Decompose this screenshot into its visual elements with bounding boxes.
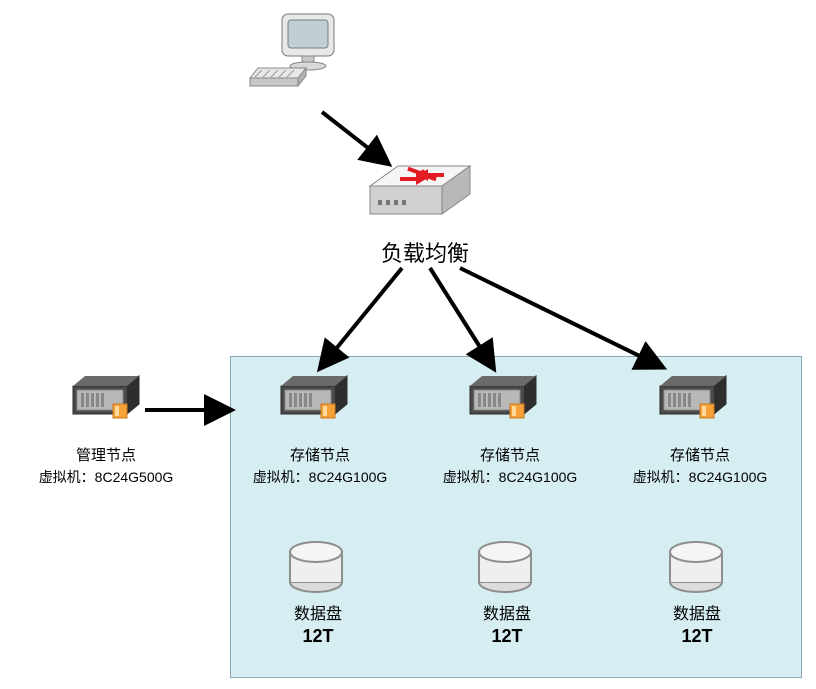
storage-server-icon-3	[660, 376, 726, 418]
disk-title: 数据盘	[652, 600, 742, 624]
disk-icon-3	[670, 542, 722, 592]
disk-size: 12T	[273, 626, 363, 647]
arrow-lb-to-node3	[460, 268, 660, 366]
disk-label-3: 数据盘 12T	[652, 600, 742, 647]
mgmt-sub: 虚拟机：8C24G500G	[26, 467, 186, 487]
storage-label-1: 存储节点 虚拟机：8C24G100G	[238, 444, 402, 487]
diagram-svg	[0, 0, 816, 689]
disk-size: 12T	[462, 626, 552, 647]
arrow-lb-to-node1	[322, 268, 402, 366]
disk-title: 数据盘	[462, 600, 552, 624]
mgmt-title: 管理节点	[26, 444, 186, 465]
storage-title: 存储节点	[238, 444, 402, 465]
storage-server-icon-1	[281, 376, 347, 418]
storage-server-icon-2	[470, 376, 536, 418]
lb-label: 负载均衡	[365, 236, 485, 268]
disk-label-2: 数据盘 12T	[462, 600, 552, 647]
disk-size: 12T	[652, 626, 742, 647]
switch-icon	[370, 164, 470, 214]
storage-title: 存储节点	[618, 444, 782, 465]
storage-sub: 虚拟机：8C24G100G	[618, 467, 782, 487]
storage-label-2: 存储节点 虚拟机：8C24G100G	[428, 444, 592, 487]
arrow-client-to-lb	[322, 112, 386, 162]
client-icon	[250, 14, 334, 86]
arrow-lb-to-node2	[430, 268, 492, 366]
disk-title: 数据盘	[273, 600, 363, 624]
disk-icon-1	[290, 542, 342, 592]
storage-title: 存储节点	[428, 444, 592, 465]
disk-label-1: 数据盘 12T	[273, 600, 363, 647]
storage-sub: 虚拟机：8C24G100G	[238, 467, 402, 487]
mgmt-label: 管理节点 虚拟机：8C24G500G	[26, 444, 186, 487]
disk-icon-2	[479, 542, 531, 592]
storage-sub: 虚拟机：8C24G100G	[428, 467, 592, 487]
storage-label-3: 存储节点 虚拟机：8C24G100G	[618, 444, 782, 487]
mgmt-server-icon	[73, 376, 139, 418]
